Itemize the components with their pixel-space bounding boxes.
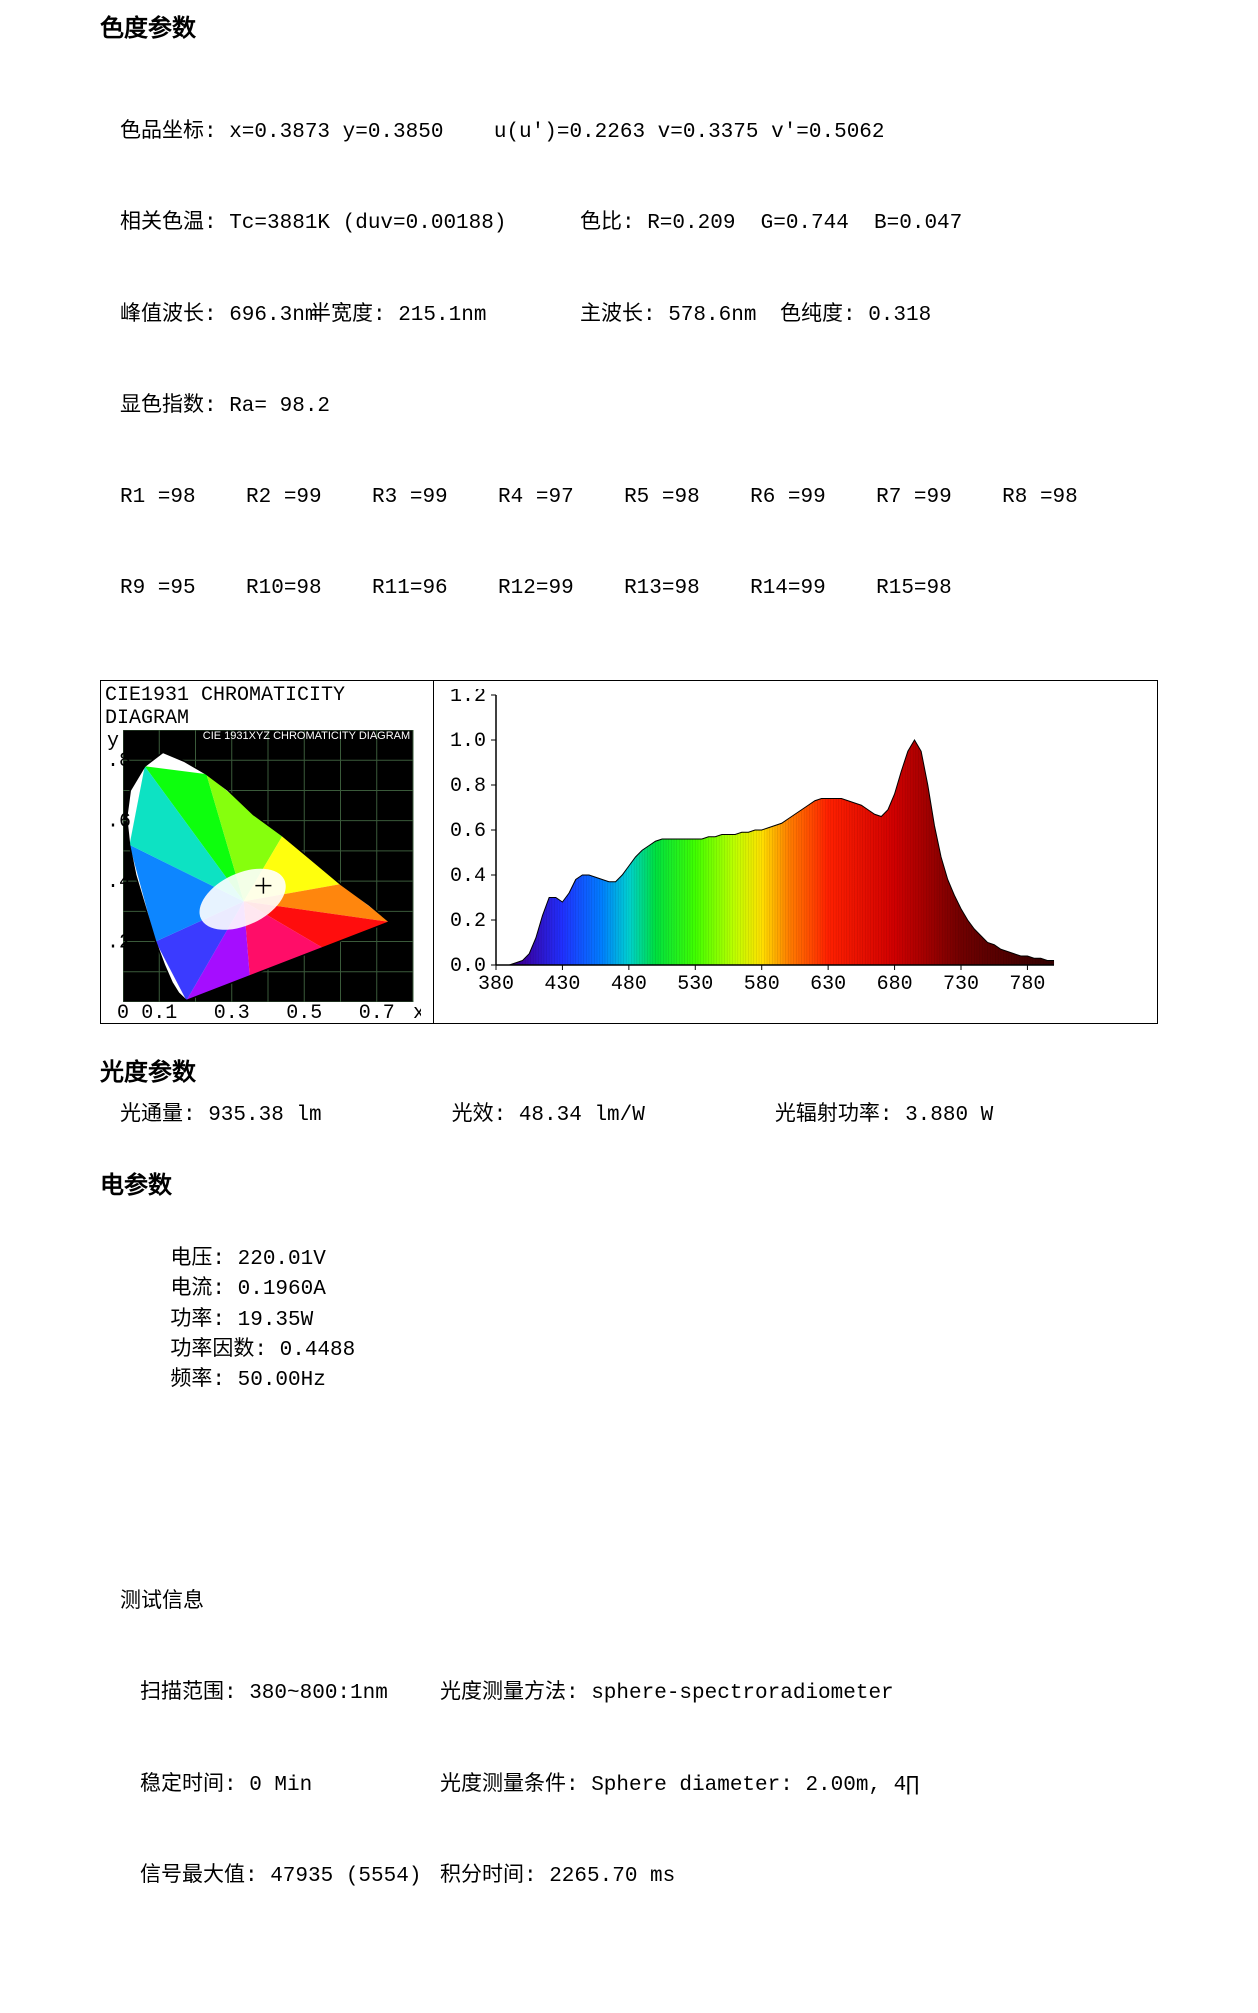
chromaticity-block: 色品坐标: x=0.3873 y=0.3850 u(u')=0.2263 v=0… xyxy=(100,57,1158,666)
electrical-block: 电压: 220.01V 电流: 0.1960A 功率: 19.35W 功率因数:… xyxy=(100,1214,1158,1427)
chromaticity-heading: 色度参数 xyxy=(100,8,1158,43)
spacer xyxy=(355,1339,380,1362)
svg-text:0.8: 0.8 xyxy=(450,775,486,798)
photometric-condition: 光度测量条件: Sphere diameter: 2.00m, 4∏ xyxy=(440,1771,919,1801)
svg-text:0.6: 0.6 xyxy=(450,820,486,843)
power: 功率: 19.35W xyxy=(170,1309,313,1332)
frequency: 频率: 50.00Hz xyxy=(170,1369,325,1392)
svg-text:y: y xyxy=(107,730,119,753)
svg-text:530: 530 xyxy=(677,973,713,995)
svg-text:.2: .2 xyxy=(107,931,131,954)
svg-text:0.1: 0.1 xyxy=(141,1002,177,1020)
photometric-method: 光度测量方法: sphere-spectroradiometer xyxy=(440,1679,894,1709)
cie-diagram-panel: CIE1931 CHROMATICITY DIAGRAM CIE 1931XYZ… xyxy=(101,681,434,1023)
cie-title: CIE1931 CHROMATICITY DIAGRAM xyxy=(105,684,429,730)
svg-text:0.5: 0.5 xyxy=(286,1002,322,1020)
spacer xyxy=(313,1309,376,1332)
chrom-dom: 主波长: 578.6nm xyxy=(580,301,780,331)
svg-text:730: 730 xyxy=(943,973,979,995)
electrical-heading: 电参数 xyxy=(100,1165,1158,1200)
current: 电流: 0.1960A xyxy=(170,1278,325,1301)
radiant-power: 光辐射功率: 3.880 W xyxy=(775,1101,993,1131)
svg-text:630: 630 xyxy=(810,973,846,995)
svg-text:580: 580 xyxy=(744,973,780,995)
chrom-cri: 显色指数: Ra= 98.2 xyxy=(120,392,1158,422)
chrom-purity: 色纯度: 0.318 xyxy=(780,301,931,331)
luminous-flux: 光通量: 935.38 lm xyxy=(120,1101,322,1131)
cie-chromaticity-diagram: CIE 1931XYZ CHROMATICITY DIAGRAM 0 0.1 0.3 0… xyxy=(105,730,421,1020)
svg-text:380: 380 xyxy=(478,973,514,995)
integration-time: 积分时间: 2265.70 ms xyxy=(440,1862,675,1892)
power-factor: 功率因数: 0.4488 xyxy=(170,1339,355,1362)
spacer xyxy=(326,1248,376,1271)
svg-text:.8: .8 xyxy=(107,750,131,773)
svg-text:.6: .6 xyxy=(107,810,131,833)
testinfo-title: 测试信息 xyxy=(120,1588,1158,1618)
svg-text:0.2: 0.2 xyxy=(450,910,486,933)
chrom-r1-8: R1 =98 R2 =99 R3 =99 R4 =97 R5 =98 R6 =9… xyxy=(120,483,1158,513)
spectrum-chart: 0.00.20.40.60.81.01.23804304805305806306… xyxy=(440,689,1068,995)
svg-text:0.7: 0.7 xyxy=(359,1002,395,1020)
efficacy: 光效: 48.34 lm/W xyxy=(452,1101,645,1131)
svg-text:1.0: 1.0 xyxy=(450,730,486,753)
svg-text:0.3: 0.3 xyxy=(214,1002,250,1020)
max-signal: 信号最大值: 47935 (5554) xyxy=(140,1862,440,1892)
svg-text:780: 780 xyxy=(1009,973,1045,995)
charts-row: CIE1931 CHROMATICITY DIAGRAM CIE 1931XYZ… xyxy=(100,680,1158,1024)
svg-text:0: 0 xyxy=(117,1002,129,1020)
spacer xyxy=(326,1278,376,1301)
chrom-ratio: 色比: R=0.209 G=0.744 B=0.047 xyxy=(580,209,962,239)
chrom-line1: 色品坐标: x=0.3873 y=0.3850 u(u')=0.2263 v=0… xyxy=(120,118,1158,148)
chrom-cct: 相关色温: Tc=3881K (duv=0.00188) xyxy=(120,209,580,239)
svg-text:430: 430 xyxy=(544,973,580,995)
svg-text:x: x xyxy=(413,1002,421,1020)
stable-time: 稳定时间: 0 Min xyxy=(140,1771,440,1801)
chrom-hw: 半宽度: 215.1nm xyxy=(310,301,580,331)
spectrum-panel: 0.00.20.40.60.81.01.23804304805305806306… xyxy=(434,681,1157,1023)
photometric-heading: 光度参数 xyxy=(100,1052,1158,1087)
svg-text:1.2: 1.2 xyxy=(450,689,486,708)
voltage: 电压: 220.01V xyxy=(170,1248,325,1271)
svg-text:CIE 1931XYZ CHROMATICITY DIAGR: CIE 1931XYZ CHROMATICITY DIAGRAM xyxy=(203,730,410,742)
svg-text:.4: .4 xyxy=(107,871,131,894)
chrom-r9-15: R9 =95 R10=98 R11=96 R12=99 R13=98 R14=9… xyxy=(120,574,1158,604)
chrom-peak: 峰值波长: 696.3nm xyxy=(120,301,310,331)
svg-text:0.4: 0.4 xyxy=(450,865,486,888)
testinfo-block: 测试信息 扫描范围: 380~800:1nm 光度测量方法: sphere-sp… xyxy=(100,1527,1158,1953)
svg-text:680: 680 xyxy=(877,973,913,995)
photometric-block: 光通量: 935.38 lm 光效: 48.34 lm/W 光辐射功率: 3.8… xyxy=(100,1101,1158,1131)
svg-text:480: 480 xyxy=(611,973,647,995)
scan-range: 扫描范围: 380~800:1nm xyxy=(140,1679,440,1709)
